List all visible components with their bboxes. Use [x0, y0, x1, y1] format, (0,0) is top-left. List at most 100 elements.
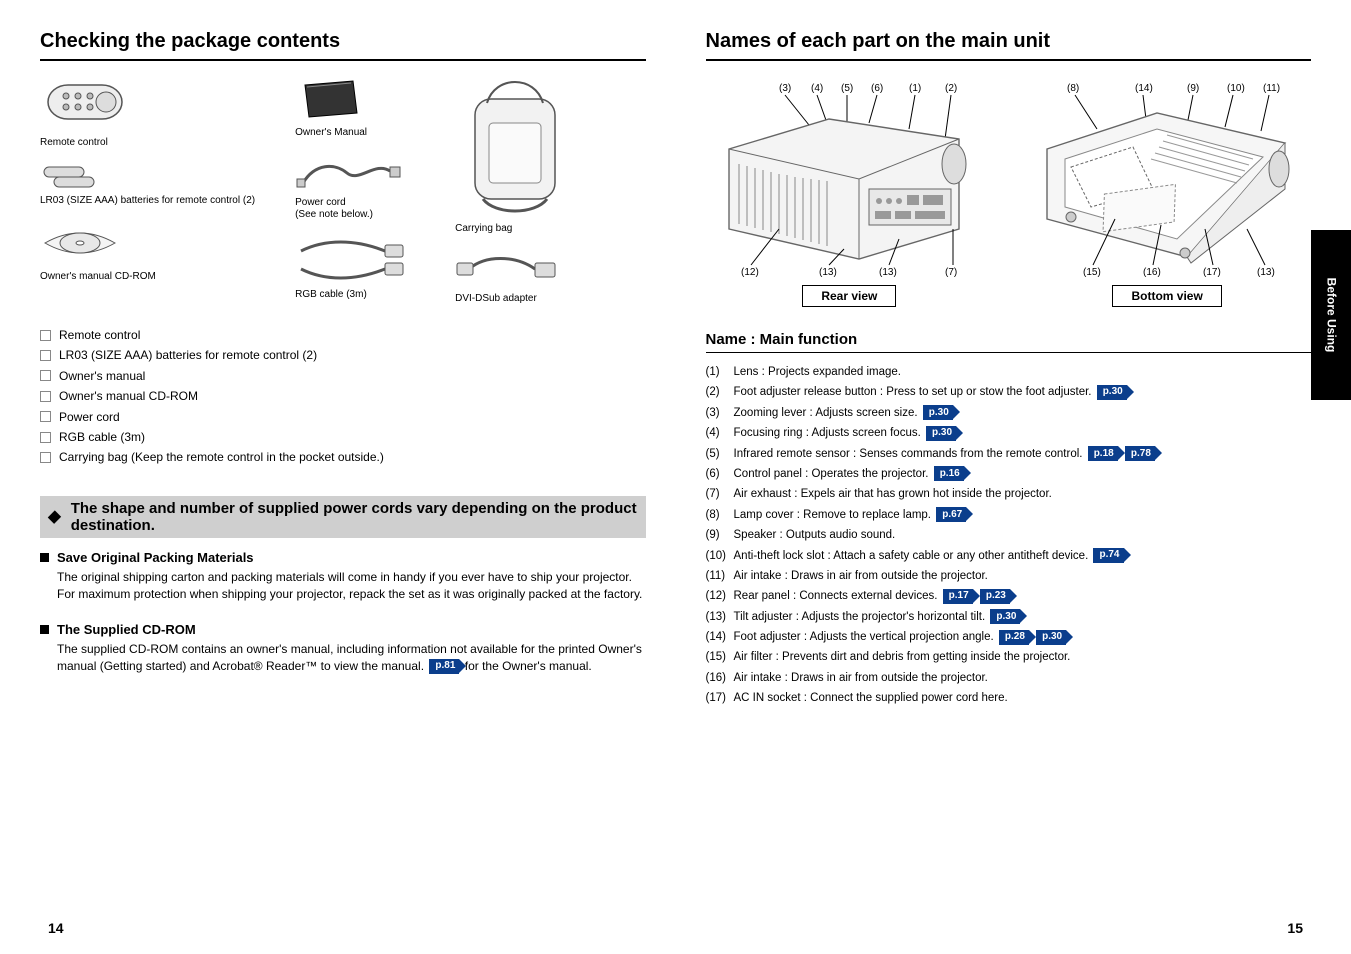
part-row: (6)Control panel : Operates the projecto… — [706, 465, 1312, 483]
part-text: Speaker : Outputs audio sound. — [734, 529, 896, 541]
svg-text:(5): (5) — [841, 83, 853, 94]
svg-text:(8): (8) — [1067, 83, 1079, 94]
part-row: (10)Anti-theft lock slot : Attach a safe… — [706, 547, 1312, 565]
checklist-text: LR03 (SIZE AAA) batteries for remote con… — [59, 345, 317, 365]
booklet-icon — [295, 79, 365, 123]
part-num: (6) — [706, 465, 734, 483]
cdrom-body-post: for the Owner's manual. — [465, 659, 592, 673]
cdrom-title: The Supplied CD-ROM — [40, 622, 646, 637]
svg-text:(6): (6) — [871, 83, 883, 94]
part-text: Anti-theft lock slot : Attach a safety c… — [734, 550, 1089, 562]
page-number-right: 15 — [1287, 920, 1303, 936]
save-block: Save Original Packing Materials The orig… — [40, 550, 646, 604]
checklist-item: Owner's manual — [40, 366, 646, 386]
part-num: (11) — [706, 567, 734, 585]
part-row: (4)Focusing ring : Adjusts screen focus.… — [706, 424, 1312, 442]
svg-text:(1): (1) — [909, 83, 921, 94]
part-row: (9)Speaker : Outputs audio sound. — [706, 526, 1312, 544]
checklist-item: Carrying bag (Keep the remote control in… — [40, 447, 646, 467]
left-column: Checking the package contents Remote con… — [0, 0, 676, 954]
svg-text:(3): (3) — [779, 83, 791, 94]
acc-label: Owner's Manual — [295, 127, 367, 139]
right-column: Names of each part on the main unit (3) … — [676, 0, 1351, 954]
page-ref-tag: p.67 — [936, 507, 966, 522]
svg-text:(17): (17) — [1203, 267, 1221, 278]
checkbox-icon — [40, 330, 51, 341]
page-ref-tag: p.17 — [943, 589, 973, 604]
svg-text:(15): (15) — [1083, 267, 1101, 278]
thin-rule — [706, 352, 1312, 353]
svg-text:(9): (9) — [1187, 83, 1199, 94]
checkbox-icon — [40, 350, 51, 361]
cdrom-block: The Supplied CD-ROM The supplied CD-ROM … — [40, 622, 646, 676]
checklist-text: Owner's manual CD-ROM — [59, 386, 198, 406]
page-ref-tag: p.28 — [999, 630, 1029, 645]
bottom-view-figure: (8) (14) (9) (10) (11) — [1023, 79, 1311, 307]
part-text: Tilt adjuster : Adjusts the projector's … — [734, 611, 986, 623]
svg-text:(13): (13) — [819, 267, 837, 278]
checkbox-icon — [40, 391, 51, 402]
svg-text:(16): (16) — [1143, 267, 1161, 278]
part-row: (3)Zooming lever : Adjusts screen size. … — [706, 404, 1312, 422]
part-text: Foot adjuster release button : Press to … — [734, 386, 1092, 398]
part-num: (3) — [706, 404, 734, 422]
page-ref-tag: p.78 — [1125, 446, 1155, 461]
svg-text:(10): (10) — [1227, 83, 1245, 94]
acc-bag: Carrying bag — [455, 79, 575, 235]
part-text: Lens : Projects expanded image. — [734, 366, 902, 378]
square-bullet-icon — [40, 625, 49, 634]
rear-caption: Rear view — [802, 285, 896, 307]
acc-adapter: DVI-DSub adapter — [455, 249, 575, 305]
page-ref-tag: p.23 — [980, 589, 1010, 604]
checklist-item: Remote control — [40, 325, 646, 345]
page-ref-tag: p.81 — [429, 659, 459, 674]
acc-manual: Owner's Manual — [295, 79, 367, 139]
part-num: (15) — [706, 648, 734, 666]
page-ref-tag: p.30 — [926, 426, 956, 441]
acc-rgb: RGB cable (3m) — [295, 235, 415, 301]
accessories-grid: Remote control LR03 (SIZE AAA) batteries… — [40, 79, 646, 305]
part-row: (1)Lens : Projects expanded image. — [706, 363, 1312, 381]
acc-col-3: Carrying bag DVI-DSub adapter — [455, 79, 575, 305]
batteries-icon — [40, 163, 110, 191]
svg-text:(11): (11) — [1263, 83, 1280, 94]
svg-text:(14): (14) — [1135, 83, 1153, 94]
bag-icon — [455, 79, 575, 219]
bottom-caption: Bottom view — [1112, 285, 1221, 307]
acc-label: LR03 (SIZE AAA) batteries for remote con… — [40, 195, 255, 207]
page-ref-tag: p.16 — [934, 466, 964, 481]
cdrom-icon — [40, 221, 120, 267]
remote-icon — [40, 79, 130, 133]
part-text: Control panel : Operates the projector. — [734, 468, 929, 480]
section-rule — [40, 59, 646, 61]
checklist-item: Owner's manual CD-ROM — [40, 386, 646, 406]
left-section-title: Checking the package contents — [40, 30, 646, 53]
part-row: (15)Air filter : Prevents dirt and debri… — [706, 648, 1312, 666]
part-num: (14) — [706, 628, 734, 646]
rear-view-figure: (3) (4) (5) (6) (1) (2) — [706, 79, 994, 307]
page-ref-tag: p.30 — [923, 405, 953, 420]
part-num: (10) — [706, 547, 734, 565]
part-text: Air intake : Draws in air from outside t… — [734, 672, 988, 684]
projector-bottom-icon: (8) (14) (9) (10) (11) — [1027, 79, 1307, 279]
checklist-item: Power cord — [40, 407, 646, 427]
rgb-cable-icon — [295, 235, 415, 285]
adapter-icon — [455, 249, 575, 289]
part-num: (1) — [706, 363, 734, 381]
cdrom-title-text: The Supplied CD-ROM — [57, 622, 196, 637]
svg-text:(7): (7) — [945, 267, 957, 278]
part-num: (7) — [706, 485, 734, 503]
part-text: Rear panel : Connects external devices. — [734, 590, 938, 602]
checklist-text: Power cord — [59, 407, 120, 427]
svg-text:(2): (2) — [945, 83, 957, 94]
part-row: (14)Foot adjuster : Adjusts the vertical… — [706, 628, 1312, 646]
side-tab: Before Using — [1311, 230, 1351, 400]
checkbox-icon — [40, 452, 51, 463]
part-num: (13) — [706, 608, 734, 626]
note-heading-text: The shape and number of supplied power c… — [71, 500, 640, 534]
part-num: (17) — [706, 689, 734, 707]
section-rule — [706, 59, 1312, 61]
projector-rear-icon: (3) (4) (5) (6) (1) (2) — [709, 79, 989, 279]
part-row: (8)Lamp cover : Remove to replace lamp. … — [706, 506, 1312, 524]
acc-label: Carrying bag — [455, 223, 512, 235]
